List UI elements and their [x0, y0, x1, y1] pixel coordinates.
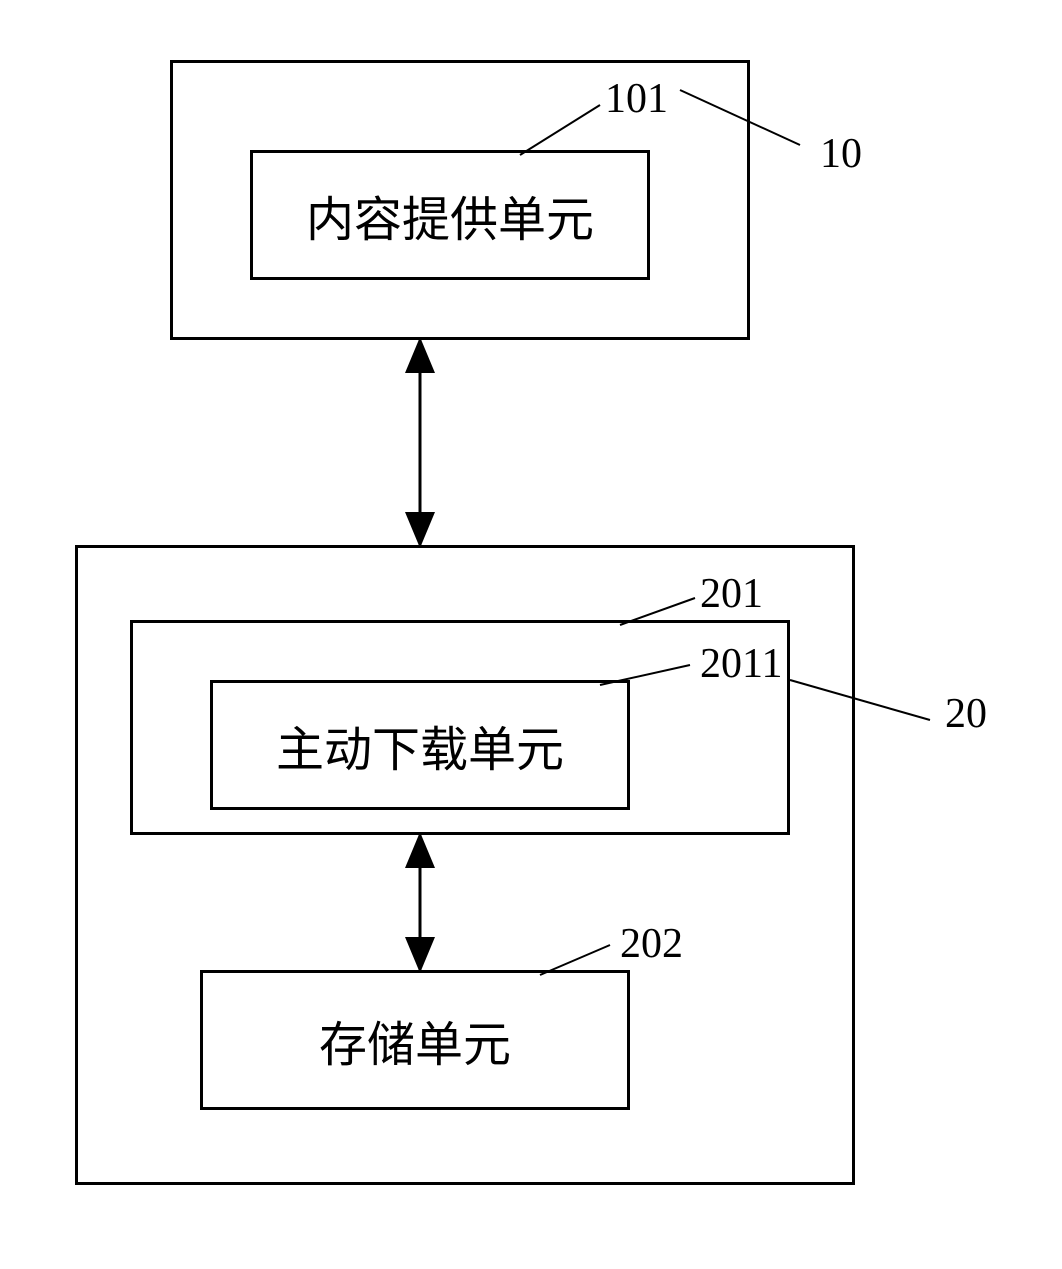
block-diagram: 内容提供单元 主动下载单元 存储单元 10 101 20 201 2011 20…	[0, 0, 1062, 1269]
block-101: 内容提供单元	[250, 150, 650, 280]
label-2011: 2011	[700, 640, 782, 688]
block-2011-text: 主动下载单元	[276, 710, 564, 780]
label-101: 101	[605, 75, 668, 123]
label-202: 202	[620, 920, 683, 968]
label-201: 201	[700, 570, 763, 618]
block-202-text: 存储单元	[319, 1005, 511, 1075]
label-10: 10	[820, 130, 862, 178]
block-101-text: 内容提供单元	[306, 180, 594, 250]
block-202: 存储单元	[200, 970, 630, 1110]
label-20: 20	[945, 690, 987, 738]
block-2011: 主动下载单元	[210, 680, 630, 810]
